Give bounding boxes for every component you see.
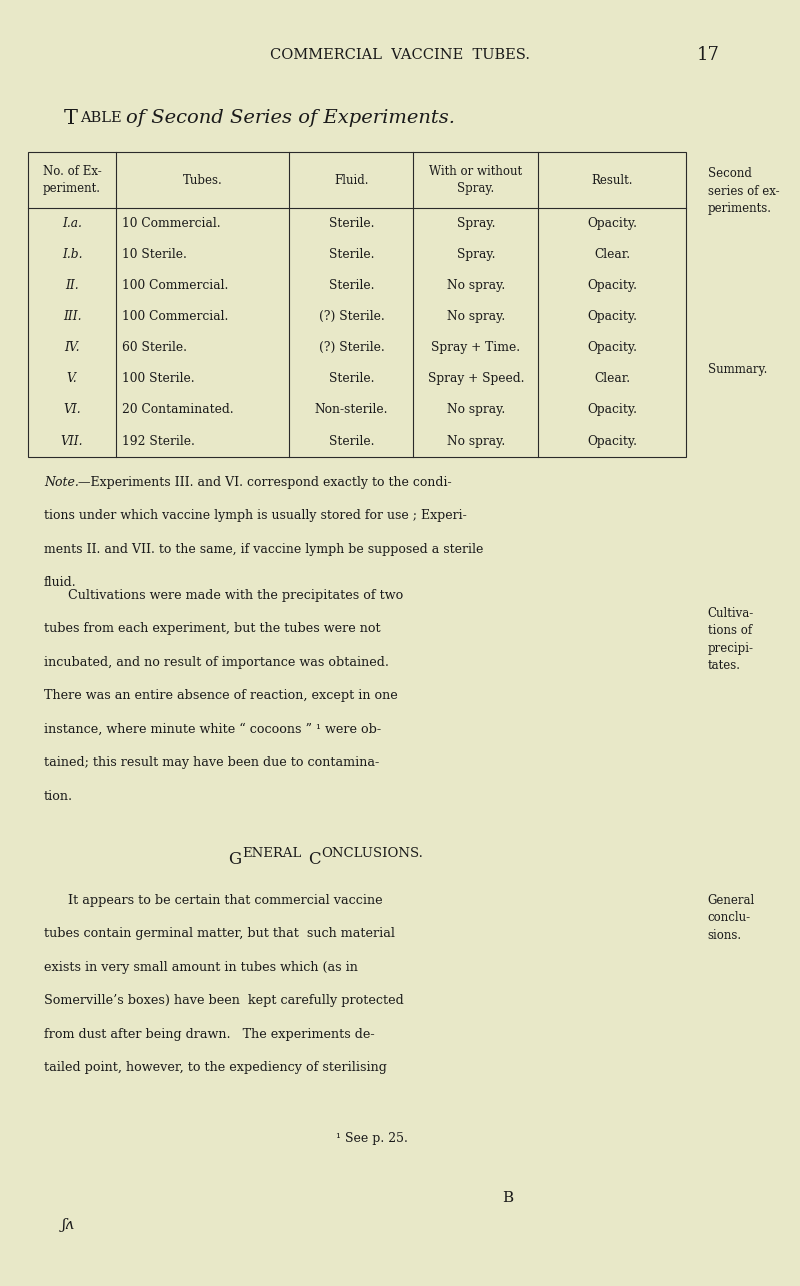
- Text: 20 Contaminated.: 20 Contaminated.: [122, 404, 234, 417]
- Text: Fluid.: Fluid.: [334, 174, 369, 186]
- Text: Opacity.: Opacity.: [587, 217, 637, 230]
- Text: Somerville’s boxes) have been  kept carefully protected: Somerville’s boxes) have been kept caref…: [44, 994, 404, 1007]
- Text: (?) Sterile.: (?) Sterile.: [318, 310, 384, 323]
- Text: instance, where minute white “ cocoons ” ¹ were ob-: instance, where minute white “ cocoons ”…: [44, 723, 381, 736]
- Text: exists in very small amount in tubes which (as in: exists in very small amount in tubes whi…: [44, 961, 358, 974]
- Text: III.: III.: [62, 310, 82, 323]
- Text: fluid.: fluid.: [44, 576, 77, 589]
- Text: Opacity.: Opacity.: [587, 279, 637, 292]
- Text: IV.: IV.: [64, 342, 80, 355]
- Text: Sterile.: Sterile.: [329, 217, 374, 230]
- Text: 10 Sterile.: 10 Sterile.: [122, 248, 187, 261]
- Text: 17: 17: [696, 46, 719, 64]
- Text: Clear.: Clear.: [594, 248, 630, 261]
- Text: No spray.: No spray.: [446, 404, 505, 417]
- Text: tained; this result may have been due to contamina-: tained; this result may have been due to…: [44, 756, 379, 769]
- Text: I.b.: I.b.: [62, 248, 82, 261]
- Text: Opacity.: Opacity.: [587, 342, 637, 355]
- Text: 100 Commercial.: 100 Commercial.: [122, 310, 229, 323]
- Text: Sterile.: Sterile.: [329, 248, 374, 261]
- Text: VI.: VI.: [63, 404, 81, 417]
- Text: Opacity.: Opacity.: [587, 310, 637, 323]
- Text: II.: II.: [65, 279, 78, 292]
- Text: tion.: tion.: [44, 790, 73, 802]
- Text: Opacity.: Opacity.: [587, 404, 637, 417]
- Text: Second
series of ex-
periments.: Second series of ex- periments.: [708, 167, 779, 215]
- Text: Spray.: Spray.: [457, 248, 495, 261]
- Text: No spray.: No spray.: [446, 310, 505, 323]
- Text: It appears to be certain that commercial vaccine: It appears to be certain that commercial…: [68, 894, 382, 907]
- Text: (?) Sterile.: (?) Sterile.: [318, 342, 384, 355]
- Text: I.a.: I.a.: [62, 217, 82, 230]
- Text: Sterile.: Sterile.: [329, 435, 374, 448]
- Text: Clear.: Clear.: [594, 373, 630, 386]
- Text: VII.: VII.: [61, 435, 83, 448]
- Text: from dust after being drawn.   The experiments de-: from dust after being drawn. The experim…: [44, 1028, 374, 1040]
- Text: —Experiments III. and VI. correspond exactly to the condi-: —Experiments III. and VI. correspond exa…: [78, 476, 452, 489]
- Text: B: B: [502, 1191, 514, 1205]
- Text: General
conclu-
sions.: General conclu- sions.: [708, 894, 755, 941]
- Text: T: T: [64, 109, 78, 127]
- Text: tions under which vaccine lymph is usually stored for use ; Experi-: tions under which vaccine lymph is usual…: [44, 509, 466, 522]
- Text: Result.: Result.: [591, 174, 633, 186]
- Text: 100 Sterile.: 100 Sterile.: [122, 373, 195, 386]
- Bar: [28, 152, 686, 457]
- Text: With or without
Spray.: With or without Spray.: [430, 165, 522, 195]
- Text: Spray + Speed.: Spray + Speed.: [427, 373, 524, 386]
- Text: Spray + Time.: Spray + Time.: [431, 342, 520, 355]
- Text: Summary.: Summary.: [708, 363, 767, 376]
- Text: No. of Ex-
periment.: No. of Ex- periment.: [42, 165, 102, 195]
- Text: tubes from each experiment, but the tubes were not: tubes from each experiment, but the tube…: [44, 622, 381, 635]
- Text: 100 Commercial.: 100 Commercial.: [122, 279, 229, 292]
- Text: ABLE: ABLE: [80, 112, 122, 125]
- Text: Cultiva-
tions of
precipi-
tates.: Cultiva- tions of precipi- tates.: [708, 607, 754, 673]
- Text: COMMERCIAL  VACCINE  TUBES.: COMMERCIAL VACCINE TUBES.: [270, 49, 530, 62]
- Text: There was an entire absence of reaction, except in one: There was an entire absence of reaction,…: [44, 689, 398, 702]
- Text: tubes contain germinal matter, but that  such material: tubes contain germinal matter, but that …: [44, 927, 395, 940]
- Text: tailed point, however, to the expediency of sterilising: tailed point, however, to the expediency…: [44, 1061, 387, 1074]
- Text: No spray.: No spray.: [446, 435, 505, 448]
- Text: 60 Sterile.: 60 Sterile.: [122, 342, 187, 355]
- Text: Opacity.: Opacity.: [587, 435, 637, 448]
- Text: Non-sterile.: Non-sterile.: [314, 404, 388, 417]
- Text: Sterile.: Sterile.: [329, 279, 374, 292]
- Text: Sterile.: Sterile.: [329, 373, 374, 386]
- Text: Spray.: Spray.: [457, 217, 495, 230]
- Text: V.: V.: [66, 373, 78, 386]
- Text: Note.: Note.: [44, 476, 79, 489]
- Text: ments II. and VII. to the same, if vaccine lymph be supposed a sterile: ments II. and VII. to the same, if vacci…: [44, 543, 483, 556]
- Text: No spray.: No spray.: [446, 279, 505, 292]
- Text: ʃʌ: ʃʌ: [62, 1218, 74, 1232]
- Text: G: G: [228, 851, 241, 868]
- Text: 192 Sterile.: 192 Sterile.: [122, 435, 195, 448]
- Text: incubated, and no result of importance was obtained.: incubated, and no result of importance w…: [44, 656, 389, 669]
- Text: Tubes.: Tubes.: [183, 174, 222, 186]
- Text: 10 Commercial.: 10 Commercial.: [122, 217, 221, 230]
- Text: ¹ See p. 25.: ¹ See p. 25.: [336, 1132, 408, 1145]
- Text: ENERAL: ENERAL: [242, 847, 302, 860]
- Text: ONCLUSIONS.: ONCLUSIONS.: [322, 847, 423, 860]
- Text: of Second Series of Experiments.: of Second Series of Experiments.: [126, 109, 455, 127]
- Text: Cultivations were made with the precipitates of two: Cultivations were made with the precipit…: [68, 589, 403, 602]
- Text: C: C: [308, 851, 321, 868]
